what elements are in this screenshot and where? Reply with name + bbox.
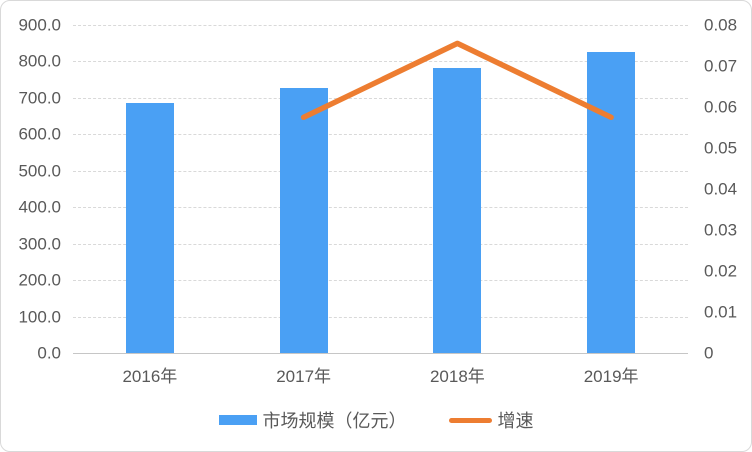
right-axis-tick-label: 0.04: [704, 179, 738, 199]
right-axis-tick-label: 0.01: [704, 302, 738, 322]
gridline: [73, 134, 688, 136]
bar-series-swatch-icon: [218, 415, 257, 425]
bar-2016年[interactable]: [125, 102, 174, 353]
right-axis-tick-label: 0.05: [704, 138, 738, 158]
right-axis-tick-label: 0.02: [704, 261, 738, 281]
gridline: [73, 97, 688, 99]
right-axis-tick-label: 0.03: [704, 220, 738, 240]
gridline: [73, 170, 688, 172]
left-axis-tick-label: 600.0: [18, 124, 61, 144]
gridline: [73, 25, 688, 26]
x-axis-category-label: 2016年: [122, 367, 178, 386]
bar-2018年[interactable]: [433, 68, 482, 353]
growth-line-layer: [300, 40, 614, 121]
x-axis-category-label: 2019年: [583, 367, 639, 386]
line-series-label: 增速: [497, 411, 534, 431]
left-axis-tick-label: 900.0: [18, 15, 61, 35]
gridline: [73, 61, 688, 63]
bar-series-label: 市场规模（亿元）: [262, 411, 407, 431]
left-axis-tick-label: 500.0: [18, 161, 61, 181]
legend-item-market-size[interactable]: 市场规模（亿元）: [218, 407, 407, 433]
line-series-swatch-icon: [448, 417, 492, 423]
gridline: [73, 316, 688, 318]
left-axis-tick-label: 0.0: [37, 343, 61, 363]
left-axis-tick-label: 100.0: [18, 307, 61, 327]
gridline: [73, 280, 688, 282]
plot-area: [73, 25, 688, 354]
growth-line[interactable]: [300, 40, 614, 121]
gridline: [73, 243, 688, 245]
right-axis-tick-label: 0.06: [704, 97, 738, 117]
right-axis-tick-label: 0.08: [704, 15, 738, 35]
bar-2017年[interactable]: [279, 88, 328, 353]
left-axis-tick-label: 400.0: [18, 197, 61, 217]
right-axis-tick-label: 0: [704, 343, 714, 363]
bar-2019年[interactable]: [587, 51, 636, 353]
left-axis-tick-label: 800.0: [18, 51, 61, 71]
left-axis-tick-label: 200.0: [18, 270, 61, 290]
gridline: [73, 207, 688, 209]
left-axis-tick-label: 300.0: [18, 234, 61, 254]
x-axis-line: [73, 353, 688, 354]
legend: 市场规模（亿元） 增速: [1, 407, 751, 433]
right-axis-tick-label: 0.07: [704, 56, 738, 76]
left-axis-tick-label: 700.0: [18, 88, 61, 108]
legend-item-growth[interactable]: 增速: [448, 407, 534, 433]
x-axis-category-label: 2017年: [276, 367, 332, 386]
x-axis-category-label: 2018年: [429, 367, 485, 386]
